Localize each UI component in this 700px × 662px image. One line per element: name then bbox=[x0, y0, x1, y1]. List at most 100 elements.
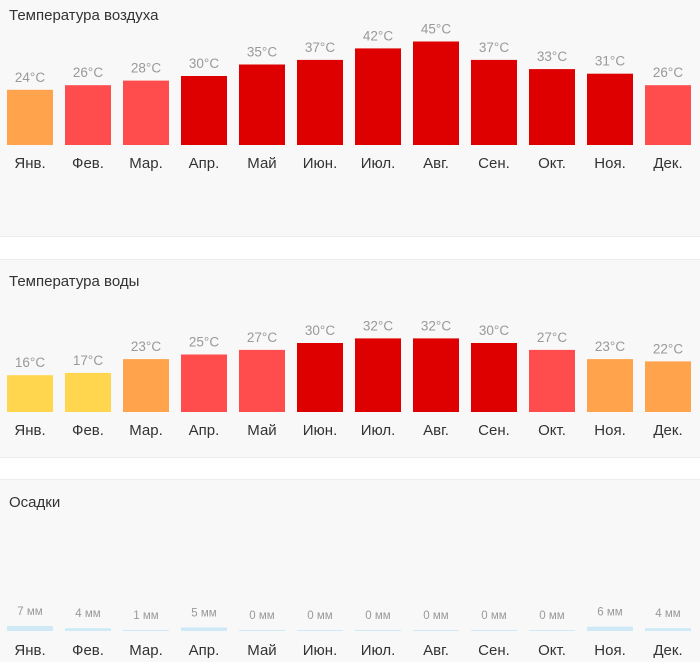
water-value-label: 27°C bbox=[537, 330, 567, 345]
rain-bar-6 bbox=[297, 630, 343, 631]
air-bar-4 bbox=[181, 76, 227, 145]
air-month-label: Сен. bbox=[478, 155, 510, 172]
air-bar-12 bbox=[645, 85, 691, 145]
air-value-label: 24°C bbox=[15, 70, 45, 85]
water-bar-3 bbox=[123, 359, 169, 412]
water-value-label: 23°C bbox=[595, 339, 625, 354]
water-value-label: 25°C bbox=[189, 335, 219, 350]
rain-value-label: 0 мм bbox=[249, 610, 274, 622]
air-value-label: 30°C bbox=[189, 56, 219, 71]
rain-bar-12 bbox=[645, 628, 691, 631]
air-month-label: Янв. bbox=[14, 155, 45, 172]
rain-value-label: 0 мм bbox=[365, 610, 390, 622]
water-month-label: Окт. bbox=[538, 422, 566, 439]
water-month-label: Июн. bbox=[303, 422, 337, 439]
air-value-label: 26°C bbox=[73, 65, 103, 80]
air-bar-3 bbox=[123, 80, 169, 145]
rain-month-label: Ноя. bbox=[594, 642, 625, 659]
water-bar-12 bbox=[645, 361, 691, 412]
rain-month-label: Дек. bbox=[653, 642, 682, 659]
air-month-label: Ноя. bbox=[594, 155, 625, 172]
water-value-label: 30°C bbox=[479, 323, 509, 338]
rain-month-label: Апр. bbox=[189, 642, 220, 659]
rain-bar-4 bbox=[181, 627, 227, 631]
rain-value-label: 0 мм bbox=[481, 610, 506, 622]
water-bar-7 bbox=[355, 338, 401, 412]
air-month-label: Авг. bbox=[423, 155, 449, 172]
air-value-label: 31°C bbox=[595, 54, 625, 69]
air-temperature-chart: 24°C Янв. 26°C Фев. 28°C Мар. 30°C Апр. 35°C Май 3… bbox=[7, 22, 691, 172]
air-bar-10 bbox=[529, 69, 575, 145]
rain-value-label: 0 мм bbox=[307, 610, 332, 622]
water-month-label: Мар. bbox=[129, 422, 163, 439]
rain-value-label: 1 мм bbox=[133, 610, 158, 622]
water-value-label: 16°C bbox=[15, 355, 45, 370]
air-temperature-title: Температура воздуха bbox=[9, 7, 159, 24]
water-value-label: 30°C bbox=[305, 323, 335, 338]
air-bar-6 bbox=[297, 59, 343, 145]
water-bar-1 bbox=[7, 375, 53, 412]
rain-value-label: 4 мм bbox=[655, 608, 680, 620]
air-value-label: 37°C bbox=[479, 40, 509, 55]
air-value-label: 42°C bbox=[363, 28, 393, 43]
rain-value-label: 0 мм bbox=[539, 610, 564, 622]
rain-bar-9 bbox=[471, 630, 517, 631]
air-month-label: Июн. bbox=[303, 155, 337, 172]
water-bar-9 bbox=[471, 343, 517, 412]
rain-bar-8 bbox=[413, 630, 459, 631]
water-value-label: 23°C bbox=[131, 339, 161, 354]
rain-bar-10 bbox=[529, 630, 575, 631]
rain-month-label: Янв. bbox=[14, 642, 45, 659]
air-value-label: 37°C bbox=[305, 40, 335, 55]
water-month-label: Янв. bbox=[14, 422, 45, 439]
water-temperature-title: Температура воды bbox=[9, 273, 140, 290]
air-value-label: 35°C bbox=[247, 45, 277, 60]
water-month-label: Авг. bbox=[423, 422, 449, 439]
water-bar-8 bbox=[413, 338, 459, 412]
air-bar-7 bbox=[355, 48, 401, 145]
water-bar-10 bbox=[529, 349, 575, 412]
air-month-label: Мар. bbox=[129, 155, 163, 172]
precipitation-panel: Осадки 7 мм Янв. 4 мм Фев. 1 мм Мар. 5 мм Апр. 0… bbox=[0, 479, 700, 662]
rain-bar-11 bbox=[587, 626, 633, 631]
air-month-label: Июл. bbox=[361, 155, 396, 172]
water-bar-5 bbox=[239, 349, 285, 412]
water-month-label: Фев. bbox=[72, 422, 104, 439]
water-bar-6 bbox=[297, 343, 343, 412]
rain-value-label: 4 мм bbox=[75, 608, 100, 620]
rain-month-label: Май bbox=[247, 642, 276, 659]
water-value-label: 27°C bbox=[247, 330, 277, 345]
water-month-label: Ноя. bbox=[594, 422, 625, 439]
air-bar-2 bbox=[65, 85, 111, 145]
water-value-label: 32°C bbox=[363, 318, 393, 333]
rain-value-label: 5 мм bbox=[191, 607, 216, 619]
water-value-label: 17°C bbox=[73, 353, 103, 368]
rain-month-label: Фев. bbox=[72, 642, 104, 659]
air-month-label: Дек. bbox=[653, 155, 682, 172]
air-bar-11 bbox=[587, 73, 633, 145]
water-bar-2 bbox=[65, 372, 111, 412]
rain-value-label: 0 мм bbox=[423, 610, 448, 622]
precipitation-chart: 7 мм Янв. 4 мм Фев. 1 мм Мар. 5 мм Апр. 0 мм Май 0… bbox=[7, 606, 691, 659]
water-bar-4 bbox=[181, 354, 227, 412]
rain-month-label: Окт. bbox=[538, 642, 566, 659]
rain-bar-1 bbox=[7, 625, 53, 631]
air-value-label: 26°C bbox=[653, 65, 683, 80]
air-bar-8 bbox=[413, 41, 459, 145]
air-bar-9 bbox=[471, 59, 517, 145]
water-month-label: Апр. bbox=[189, 422, 220, 439]
water-month-label: Сен. bbox=[478, 422, 510, 439]
air-temperature-panel: Температура воздуха 24°C Янв. 26°C Фев. 28°C… bbox=[0, 0, 700, 237]
rain-month-label: Июл. bbox=[361, 642, 396, 659]
precipitation-title: Осадки bbox=[9, 494, 61, 511]
water-bar-11 bbox=[587, 359, 633, 412]
rain-bar-2 bbox=[65, 628, 111, 631]
rain-bar-3 bbox=[123, 630, 169, 631]
water-value-label: 32°C bbox=[421, 318, 451, 333]
air-month-label: Фев. bbox=[72, 155, 104, 172]
air-bar-1 bbox=[7, 89, 53, 145]
air-value-label: 45°C bbox=[421, 22, 451, 37]
rain-value-label: 6 мм bbox=[597, 607, 622, 619]
air-value-label: 28°C bbox=[131, 61, 161, 76]
air-bar-5 bbox=[239, 64, 285, 145]
